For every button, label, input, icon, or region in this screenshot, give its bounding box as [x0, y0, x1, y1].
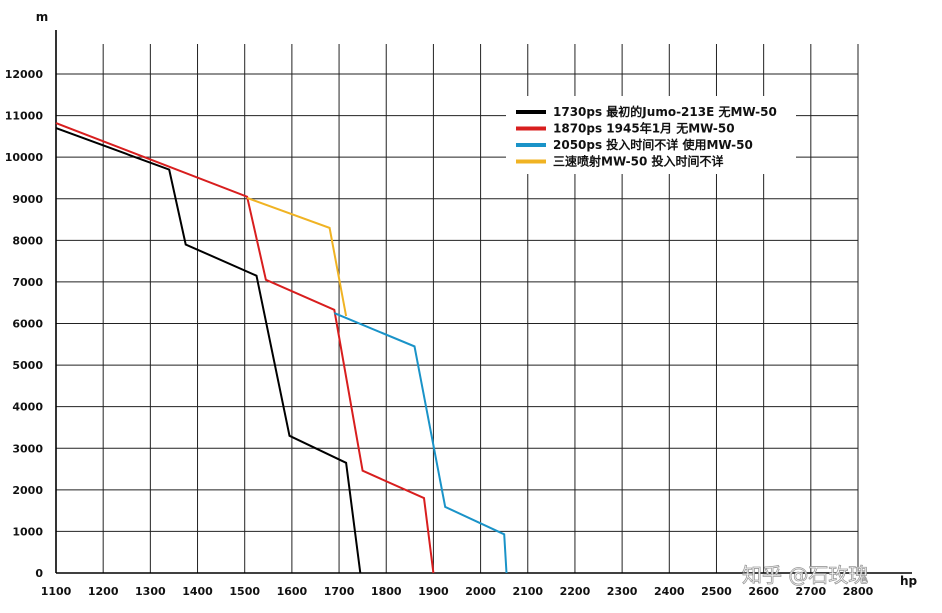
y-tick-labels: 0 1000 2000 3000 4000 5000 6000 7000 8000 9000 100… — [5, 68, 44, 580]
y-tick-label: 9000 — [12, 193, 43, 206]
legend-box — [506, 96, 796, 174]
series-lines — [55, 122, 508, 574]
y-tick-label: 3000 — [12, 442, 43, 455]
x-tick-label: 2700 — [796, 585, 827, 598]
x-tick-label: 2100 — [512, 585, 543, 598]
x-tick-label: 2200 — [560, 585, 591, 598]
x-tick-labels: 1100 1200 1300 1400 1500 1600 1700 1800 1900 2000… — [41, 585, 874, 598]
x-tick-label: 2400 — [654, 585, 685, 598]
x-tick-label: 1200 — [88, 585, 119, 598]
x-tick-label: 2000 — [465, 585, 496, 598]
x-tick-label: 1500 — [229, 585, 260, 598]
legend: 1730ps 最初的Jumo-213E 无MW-50 1870ps 1945年1月… — [506, 96, 796, 174]
x-tick-label: 2300 — [607, 585, 638, 598]
legend-label-4: 三速喷射MW-50 投入时间不详 — [553, 154, 724, 169]
x-tick-label: 1600 — [277, 585, 308, 598]
y-tick-label: 8000 — [12, 234, 43, 247]
series-line-4 — [246, 196, 348, 317]
x-tick-label: 1800 — [371, 585, 402, 598]
legend-label-1: 1730ps 最初的Jumo-213E 无MW-50 — [553, 104, 777, 119]
x-tick-label: 2600 — [748, 585, 779, 598]
x-tick-label: 1100 — [41, 585, 72, 598]
y-tick-label: 12000 — [5, 68, 44, 81]
y-tick-label: 11000 — [5, 110, 44, 123]
y-tick-label: 4000 — [12, 401, 43, 414]
y-tick-label: 0 — [35, 567, 43, 580]
x-tick-label: 2800 — [843, 585, 874, 598]
series-line-2 — [55, 122, 435, 574]
series-line-1 — [55, 127, 362, 574]
legend-label-2: 1870ps 1945年1月 无MW-50 — [553, 121, 735, 136]
y-tick-label: 10000 — [5, 151, 44, 164]
y-tick-label: 2000 — [12, 484, 43, 497]
x-tick-label: 1700 — [324, 585, 355, 598]
x-tick-label: 2500 — [701, 585, 732, 598]
axes — [55, 30, 912, 574]
watermark-text: 知乎 @石玫瑰 — [742, 563, 868, 587]
x-tick-label: 1900 — [418, 585, 449, 598]
series-line-3 — [333, 312, 508, 574]
x-tick-label: 1400 — [182, 585, 213, 598]
y-tick-label: 7000 — [12, 276, 43, 289]
y-tick-label: 5000 — [12, 359, 43, 372]
y-tick-label: 1000 — [12, 525, 43, 538]
x-tick-label: 1300 — [135, 585, 166, 598]
y-axis-title: m — [36, 10, 49, 24]
legend-label-3: 2050ps 投入时间不详 使用MW-50 — [553, 137, 753, 152]
y-tick-label: 6000 — [12, 318, 43, 331]
x-axis-title: hp — [900, 574, 918, 588]
